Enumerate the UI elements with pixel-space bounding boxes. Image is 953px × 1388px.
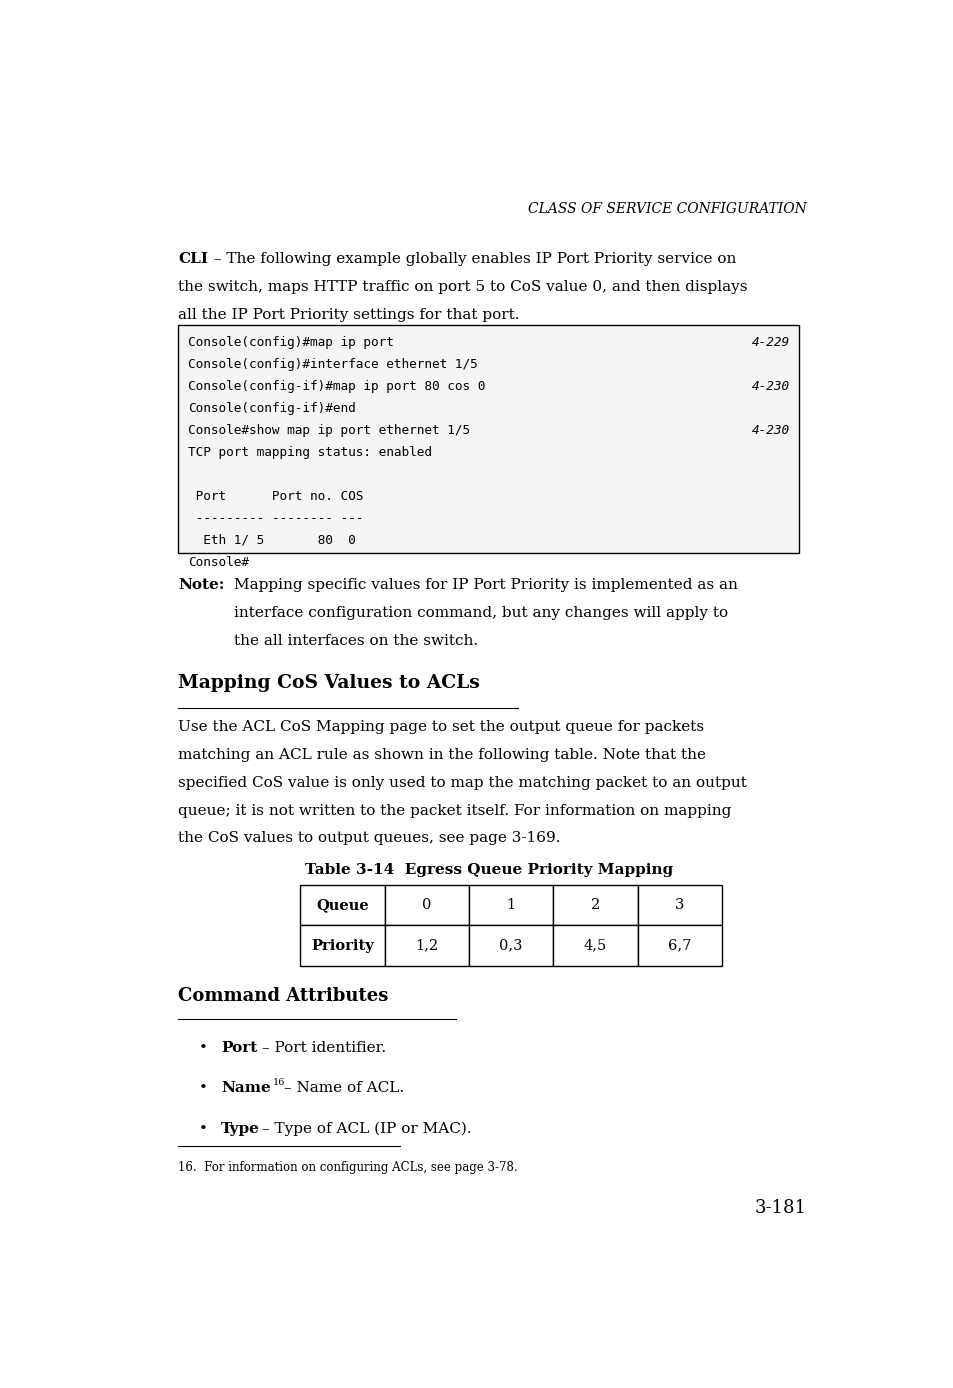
Text: the CoS values to output queues, see page 3-169.: the CoS values to output queues, see pag… xyxy=(178,831,560,845)
Text: Console#: Console# xyxy=(188,555,249,569)
Text: Port      Port no. COS: Port Port no. COS xyxy=(188,490,363,502)
Bar xyxy=(553,926,637,966)
Text: TCP port mapping status: enabled: TCP port mapping status: enabled xyxy=(188,446,432,459)
Text: Use the ACL CoS Mapping page to set the output queue for packets: Use the ACL CoS Mapping page to set the … xyxy=(178,720,703,734)
Text: •: • xyxy=(199,1081,208,1095)
Text: – The following example globally enables IP Port Priority service on: – The following example globally enables… xyxy=(210,253,736,266)
Bar xyxy=(300,884,384,926)
Bar xyxy=(384,884,469,926)
Text: Mapping specific values for IP Port Priority is implemented as an: Mapping specific values for IP Port Prio… xyxy=(233,577,737,593)
Bar xyxy=(553,884,637,926)
Bar xyxy=(637,926,721,966)
Text: Console(config-if)#end: Console(config-if)#end xyxy=(188,403,355,415)
Text: Table 3-14  Egress Queue Priority Mapping: Table 3-14 Egress Queue Priority Mapping xyxy=(304,863,673,877)
Text: Priority: Priority xyxy=(311,938,374,952)
Text: 16: 16 xyxy=(273,1078,285,1087)
Text: matching an ACL rule as shown in the following table. Note that the: matching an ACL rule as shown in the fol… xyxy=(178,748,705,762)
Text: •: • xyxy=(199,1122,208,1135)
Text: 1: 1 xyxy=(506,898,516,912)
Text: 4-229: 4-229 xyxy=(751,336,789,350)
Bar xyxy=(384,926,469,966)
Text: 4-230: 4-230 xyxy=(751,380,789,393)
Text: interface configuration command, but any changes will apply to: interface configuration command, but any… xyxy=(233,605,727,620)
Text: the all interfaces on the switch.: the all interfaces on the switch. xyxy=(233,633,477,648)
Bar xyxy=(469,884,553,926)
Text: Mapping CoS Values to ACLs: Mapping CoS Values to ACLs xyxy=(178,675,479,693)
Text: 4,5: 4,5 xyxy=(583,938,606,952)
Text: Port: Port xyxy=(221,1041,257,1055)
Text: Console(config)#interface ethernet 1/5: Console(config)#interface ethernet 1/5 xyxy=(188,358,477,372)
Text: --------- -------- ---: --------- -------- --- xyxy=(188,512,363,525)
Text: – Port identifier.: – Port identifier. xyxy=(262,1041,386,1055)
Text: 2: 2 xyxy=(590,898,599,912)
Text: Name: Name xyxy=(221,1081,271,1095)
Text: Command Attributes: Command Attributes xyxy=(178,987,389,1005)
Bar xyxy=(178,325,799,554)
Text: Type: Type xyxy=(221,1122,260,1135)
Bar xyxy=(469,926,553,966)
Text: Note:: Note: xyxy=(178,577,225,593)
Text: 3: 3 xyxy=(675,898,683,912)
Text: – Type of ACL (IP or MAC).: – Type of ACL (IP or MAC). xyxy=(262,1122,471,1137)
Text: 4-230: 4-230 xyxy=(751,425,789,437)
Bar xyxy=(300,926,384,966)
Text: CLASS OF SERVICE CONFIGURATION: CLASS OF SERVICE CONFIGURATION xyxy=(528,201,806,215)
Text: the switch, maps HTTP traffic on port 5 to CoS value 0, and then displays: the switch, maps HTTP traffic on port 5 … xyxy=(178,280,747,294)
Text: specified CoS value is only used to map the matching packet to an output: specified CoS value is only used to map … xyxy=(178,776,746,790)
Text: Console(config)#map ip port: Console(config)#map ip port xyxy=(188,336,394,350)
Text: •: • xyxy=(199,1041,208,1055)
Text: 0,3: 0,3 xyxy=(498,938,522,952)
Text: 16.  For information on configuring ACLs, see page 3-78.: 16. For information on configuring ACLs,… xyxy=(178,1160,517,1173)
Text: CLI: CLI xyxy=(178,253,208,266)
Text: 3-181: 3-181 xyxy=(754,1199,806,1217)
Bar xyxy=(637,884,721,926)
Text: Queue: Queue xyxy=(315,898,369,912)
Text: 6,7: 6,7 xyxy=(667,938,691,952)
Text: Console(config-if)#map ip port 80 cos 0: Console(config-if)#map ip port 80 cos 0 xyxy=(188,380,485,393)
Text: Console#show map ip port ethernet 1/5: Console#show map ip port ethernet 1/5 xyxy=(188,425,470,437)
Text: – Name of ACL.: – Name of ACL. xyxy=(284,1081,404,1095)
Text: 0: 0 xyxy=(421,898,431,912)
Text: Eth 1/ 5       80  0: Eth 1/ 5 80 0 xyxy=(188,533,355,547)
Text: 1,2: 1,2 xyxy=(415,938,438,952)
Text: all the IP Port Priority settings for that port.: all the IP Port Priority settings for th… xyxy=(178,308,519,322)
Text: queue; it is not written to the packet itself. For information on mapping: queue; it is not written to the packet i… xyxy=(178,804,731,818)
